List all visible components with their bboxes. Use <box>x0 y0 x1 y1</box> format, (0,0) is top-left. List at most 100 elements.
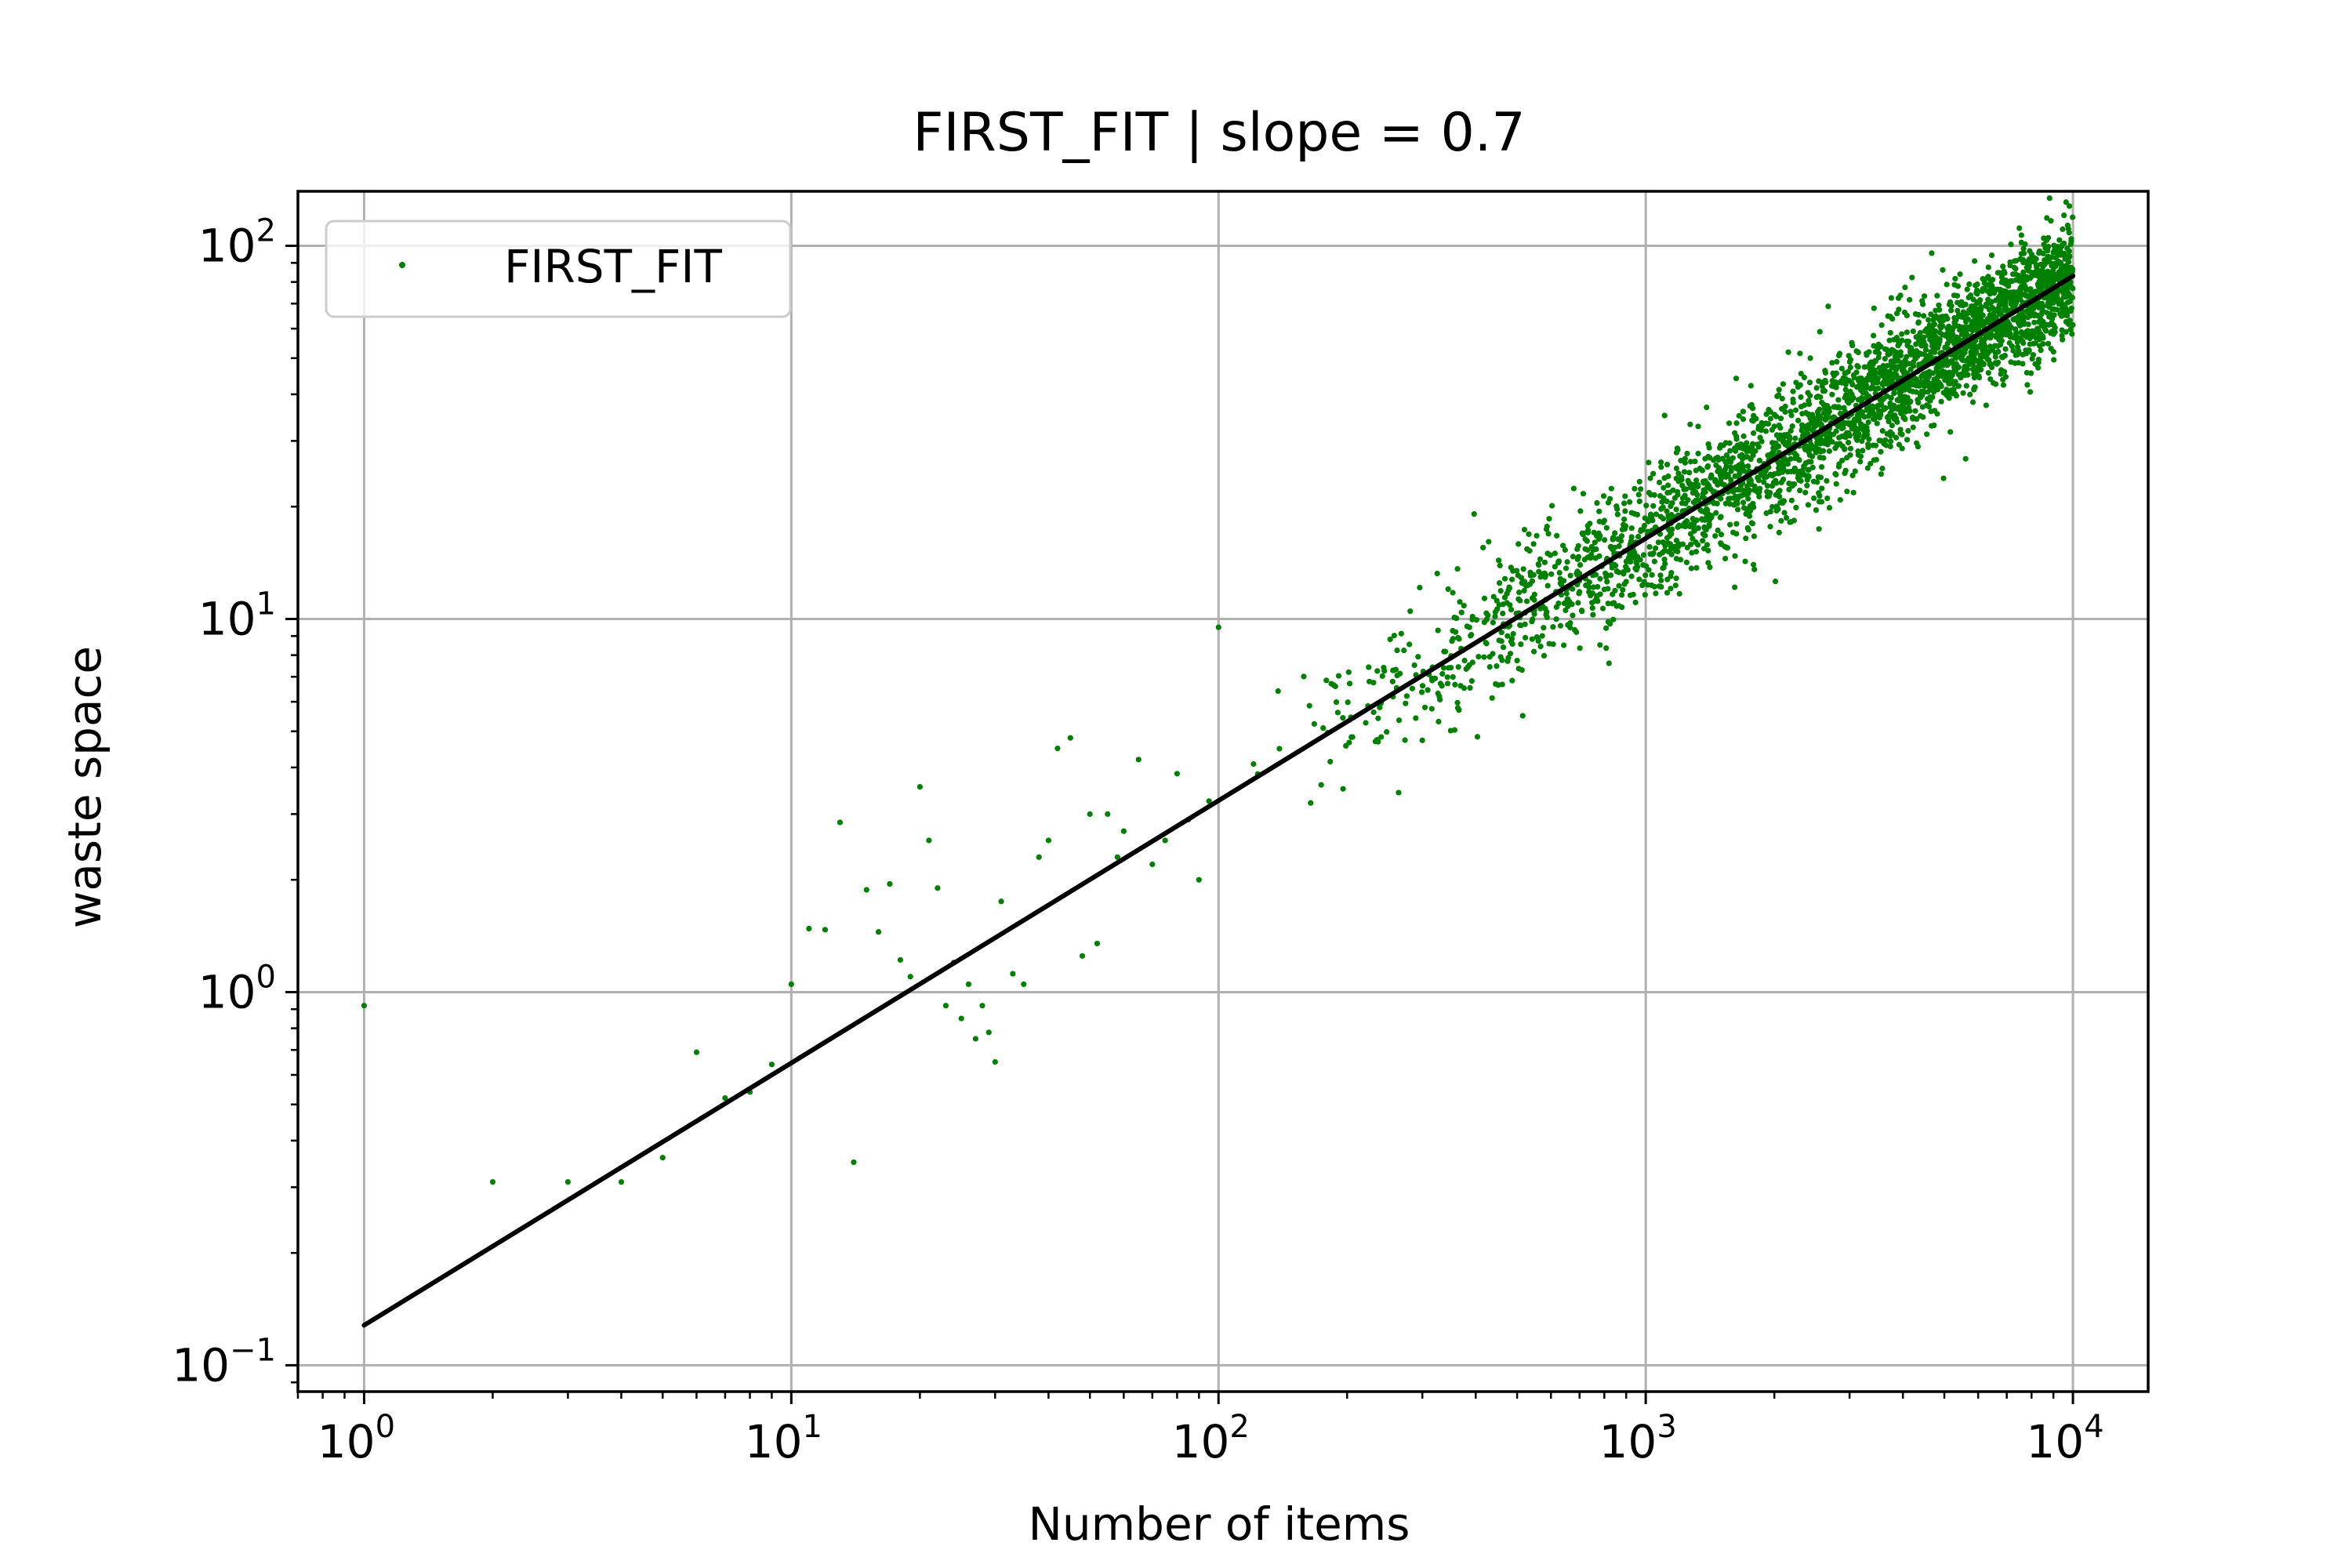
data-point <box>1897 430 1904 437</box>
data-point <box>1769 503 1776 510</box>
data-point <box>1742 558 1748 564</box>
data-point <box>1708 513 1715 519</box>
data-point <box>1693 517 1700 524</box>
data-point <box>1318 782 1324 788</box>
data-point <box>1411 662 1417 669</box>
data-point <box>1825 405 1832 412</box>
data-point <box>1515 541 1522 547</box>
data-point <box>1658 583 1664 590</box>
data-point <box>1724 545 1730 551</box>
data-point <box>1943 313 1949 319</box>
data-point <box>1539 633 1545 639</box>
data-point <box>1831 414 1837 420</box>
data-point <box>1740 416 1747 423</box>
data-point <box>1964 286 1970 292</box>
data-point <box>1693 467 1699 474</box>
data-point <box>1938 398 1944 405</box>
data-point <box>1692 458 1698 465</box>
data-point <box>1688 541 1694 548</box>
data-point <box>1687 421 1693 427</box>
data-point <box>1952 390 1958 397</box>
data-point <box>1661 475 1668 481</box>
data-point <box>1974 368 1981 374</box>
data-point <box>1842 467 1849 474</box>
data-point <box>1940 332 1946 338</box>
data-point <box>1839 457 1846 463</box>
data-point <box>1967 391 1973 397</box>
data-point <box>1454 705 1461 711</box>
data-point <box>1632 555 1638 561</box>
data-point <box>1471 510 1477 517</box>
data-point <box>1947 429 1954 435</box>
data-point <box>1824 495 1831 502</box>
data-point <box>1449 638 1455 644</box>
data-point <box>1215 624 1221 630</box>
data-point <box>2013 336 2020 342</box>
data-point <box>1597 642 1603 648</box>
data-point <box>2025 293 2032 299</box>
data-point <box>1809 464 1816 470</box>
data-point <box>2061 250 2067 256</box>
data-point <box>1653 590 1659 597</box>
data-point <box>1634 511 1640 518</box>
data-point <box>1892 353 1899 359</box>
data-point <box>1588 593 1594 599</box>
data-point <box>1989 304 1995 310</box>
data-point <box>2063 305 2069 311</box>
data-point <box>1657 572 1664 579</box>
data-point <box>1855 434 1861 440</box>
data-point <box>1595 598 1601 604</box>
data-point <box>1604 579 1610 585</box>
data-point <box>1592 555 1599 561</box>
data-point <box>1650 551 1656 557</box>
data-point <box>1504 633 1511 639</box>
data-point <box>1918 379 1924 385</box>
data-point <box>1596 508 1602 514</box>
data-point <box>1722 500 1729 506</box>
data-point <box>1541 559 1548 565</box>
data-point <box>1701 524 1708 530</box>
data-point <box>1908 350 1915 356</box>
data-point <box>2048 346 2054 352</box>
data-point <box>2042 270 2048 277</box>
data-point <box>1933 375 1940 381</box>
data-point <box>1593 546 1599 553</box>
data-point <box>1801 374 1808 381</box>
data-point <box>1938 325 1944 331</box>
data-point <box>958 1015 964 1022</box>
data-point <box>2066 248 2072 255</box>
data-point <box>1618 533 1625 539</box>
data-point <box>1396 717 1403 724</box>
data-point <box>1250 760 1257 768</box>
data-point <box>1510 568 1516 574</box>
data-point <box>1856 417 1862 423</box>
data-point <box>1733 521 1740 527</box>
data-point <box>2042 261 2048 268</box>
data-point <box>1786 486 1792 492</box>
data-point <box>1715 481 1721 488</box>
data-point <box>2004 281 2010 287</box>
data-point <box>1887 438 1894 445</box>
data-point <box>1498 630 1504 636</box>
data-point <box>1483 640 1489 646</box>
data-point <box>1813 443 1819 450</box>
data-point <box>1374 668 1381 674</box>
data-point <box>1891 358 1897 364</box>
data-point <box>1679 541 1686 547</box>
data-point <box>1897 352 1904 359</box>
data-point <box>1658 459 1664 466</box>
data-point <box>1635 533 1642 540</box>
data-point <box>1602 570 1609 576</box>
data-point <box>2030 351 2037 358</box>
data-point <box>1864 465 1871 471</box>
data-point <box>1802 430 1809 437</box>
data-point <box>1579 530 1585 536</box>
data-point <box>1514 657 1520 664</box>
data-point <box>1785 349 1791 355</box>
data-point <box>1628 573 1635 579</box>
data-point <box>1887 429 1893 435</box>
data-point <box>1944 281 1950 288</box>
data-point <box>2058 243 2065 249</box>
data-point <box>1610 616 1617 622</box>
data-point <box>1440 665 1447 671</box>
